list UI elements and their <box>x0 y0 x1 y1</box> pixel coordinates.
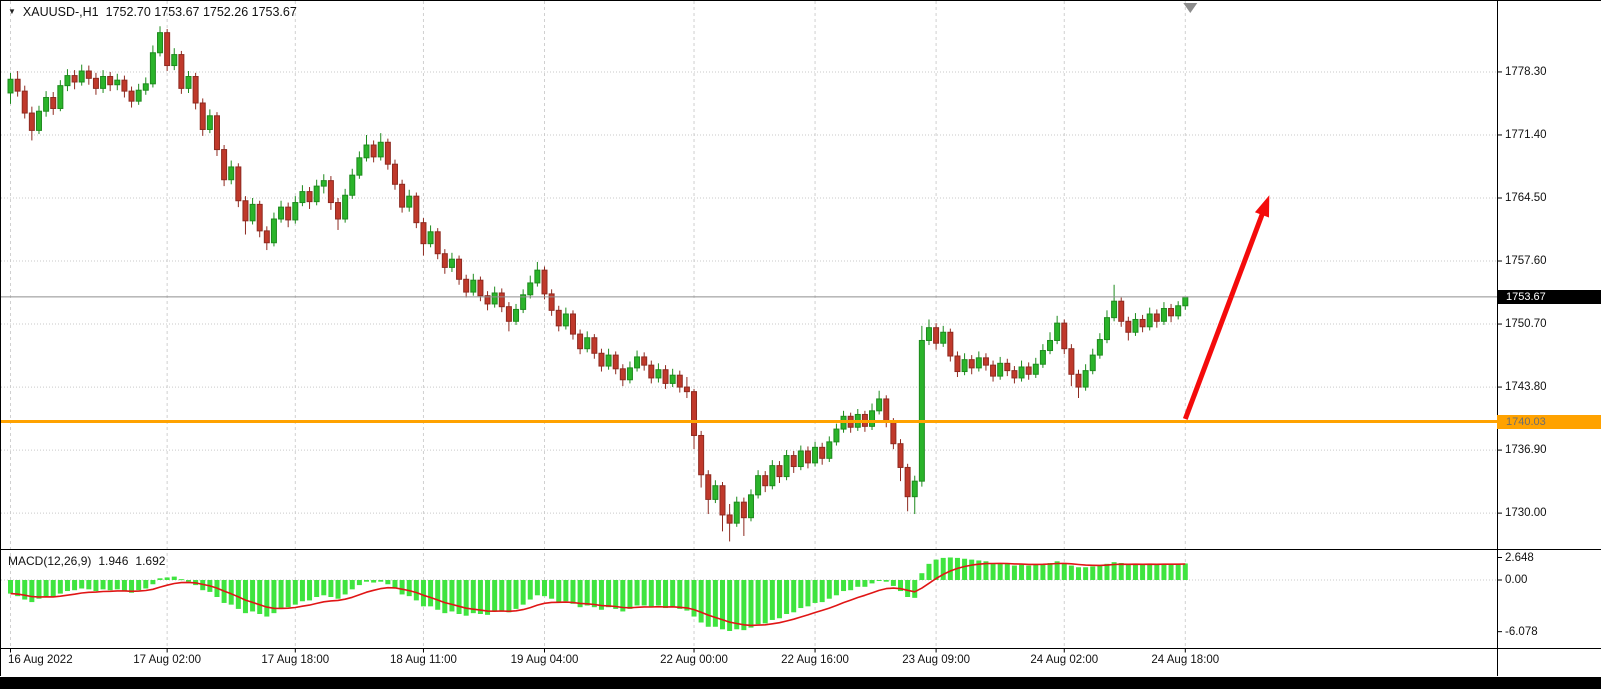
time-tick-label: 22 Aug 00:00 <box>660 654 728 666</box>
price-tick-label: 1743.80 <box>1505 381 1547 394</box>
macd-scale[interactable]: 2.648 0.00 -6.078 <box>1497 551 1601 648</box>
macd-indicator-header: MACD(12,26,9) 1.946 1.692 <box>8 554 165 568</box>
time-tick-label: 24 Aug 02:00 <box>1030 654 1099 666</box>
price-tick-label: 1730.00 <box>1505 507 1547 520</box>
macd-signal-line <box>10 562 1186 627</box>
macd-main-value: 1.946 <box>98 554 129 568</box>
time-tick-label: 16 Aug 2022 <box>8 654 73 666</box>
axis-tick-marks <box>10 71 1502 653</box>
macd-tick-label: -6.078 <box>1505 625 1538 638</box>
time-tick-label: 18 Aug 11:00 <box>389 654 457 666</box>
chart-header: ▼ XAUUSD-,H1 1752.70 1753.67 1752.26 175… <box>8 5 297 19</box>
macd-label: MACD(12,26,9) <box>8 554 92 568</box>
time-tick-label: 24 Aug 18:00 <box>1151 654 1220 666</box>
trend-arrow-object[interactable] <box>1182 195 1270 420</box>
time-tick-label: 17 Aug 18:00 <box>261 654 330 666</box>
current-price-tag-text: 1753.67 <box>1506 290 1546 303</box>
price-tick-label: 1764.50 <box>1505 191 1547 204</box>
time-scale[interactable]: 16 Aug 2022 17 Aug 02:00 17 Aug 18:00 18 Au… <box>0 650 1601 675</box>
window-bottom-edge <box>0 677 1601 689</box>
macd-signal-value: 1.692 <box>135 554 166 568</box>
time-tick-label: 17 Aug 02:00 <box>133 654 202 666</box>
candles-layer <box>7 26 1189 542</box>
chart-ohlc-values: 1752.70 1753.67 1752.26 1753.67 <box>105 5 297 19</box>
macd-tick-label: 0.00 <box>1505 574 1528 586</box>
macd-tick-label: 2.648 <box>1505 551 1534 564</box>
chart-shift-marker-icon[interactable] <box>1183 3 1198 13</box>
time-tick-label: 22 Aug 16:00 <box>781 654 849 666</box>
chart-symbol-period: XAUUSD-,H1 <box>22 5 99 19</box>
hline-price-tag-text: 1740.03 <box>1506 415 1546 428</box>
price-tick-label: 1771.40 <box>1505 128 1547 141</box>
time-tick-label: 19 Aug 04:00 <box>510 654 579 666</box>
macd-histogram-layer <box>8 557 1188 631</box>
ohlc-toggle-icon[interactable]: ▼ <box>8 6 16 16</box>
hline-price-tag: 1740.03 <box>1497 414 1601 429</box>
price-tick-label: 1778.30 <box>1505 65 1547 78</box>
price-scale[interactable]: 1778.30 1771.40 1764.50 1757.60 1750.70 1743.… <box>1497 0 1601 549</box>
time-tick-label: 23 Aug 09:00 <box>902 654 970 666</box>
grid-layer <box>1 1 1497 648</box>
price-tick-label: 1750.70 <box>1505 318 1547 331</box>
current-price-tag: 1753.67 <box>1497 289 1601 304</box>
price-tick-label: 1736.90 <box>1505 444 1547 457</box>
price-tick-label: 1757.60 <box>1505 255 1547 267</box>
